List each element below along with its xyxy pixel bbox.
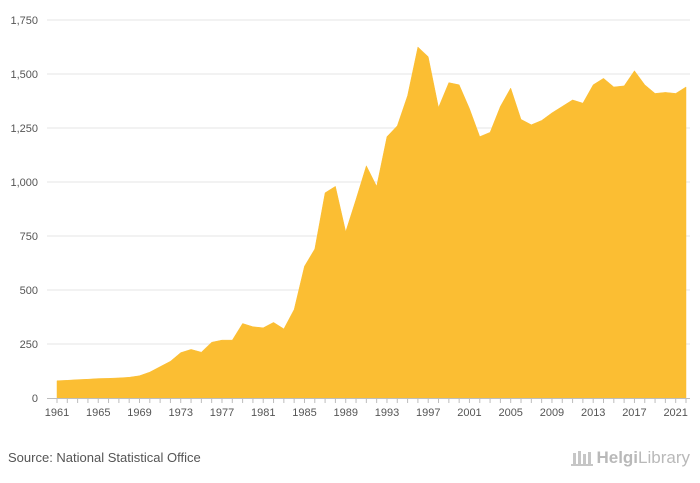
- x-tick-label: 1981: [251, 407, 275, 419]
- x-tick-label: 2001: [457, 407, 481, 419]
- source-note: Source: National Statistical Office: [8, 450, 201, 465]
- x-tick-label: 1993: [375, 407, 399, 419]
- y-tick-label: 0: [32, 393, 38, 405]
- x-tick-label: 1997: [416, 407, 440, 419]
- y-axis-labels: 0 250 500 750 1,000 1,250 1,500 1,750: [10, 15, 38, 405]
- x-tick-label: 2021: [663, 407, 687, 419]
- x-tick-label: 2009: [540, 407, 564, 419]
- x-tick-label: 1965: [86, 407, 110, 419]
- x-tick-label: 1973: [168, 407, 192, 419]
- y-tick-label: 1,000: [10, 177, 38, 189]
- y-tick-label: 1,750: [10, 15, 38, 27]
- helgi-library-logo: Helgi Library: [571, 448, 690, 468]
- y-tick-label: 1,250: [10, 123, 38, 135]
- logo-text-helgi: Helgi: [596, 448, 639, 467]
- y-tick-label: 750: [20, 231, 38, 243]
- y-tick-label: 1,500: [10, 69, 38, 81]
- x-tick-label: 1989: [333, 407, 357, 419]
- x-tick-label: 1977: [210, 407, 234, 419]
- x-tick-label: 2017: [622, 407, 646, 419]
- x-tick-label: 1961: [45, 407, 69, 419]
- area-series: [56, 46, 687, 399]
- y-tick-label: 250: [20, 339, 38, 351]
- x-axis: 1961 1965 1969 1973 1977 1981 1985 1989 1993 1997…: [45, 398, 690, 419]
- logo-text-library: Library: [638, 448, 690, 467]
- y-tick-label: 500: [20, 285, 38, 297]
- x-tick-label: 2005: [498, 407, 522, 419]
- helgi-library-logo-icon: [571, 451, 594, 466]
- x-tick-label: 2013: [581, 407, 605, 419]
- x-tick-label: 1969: [127, 407, 151, 419]
- x-tick-label: 1985: [292, 407, 316, 419]
